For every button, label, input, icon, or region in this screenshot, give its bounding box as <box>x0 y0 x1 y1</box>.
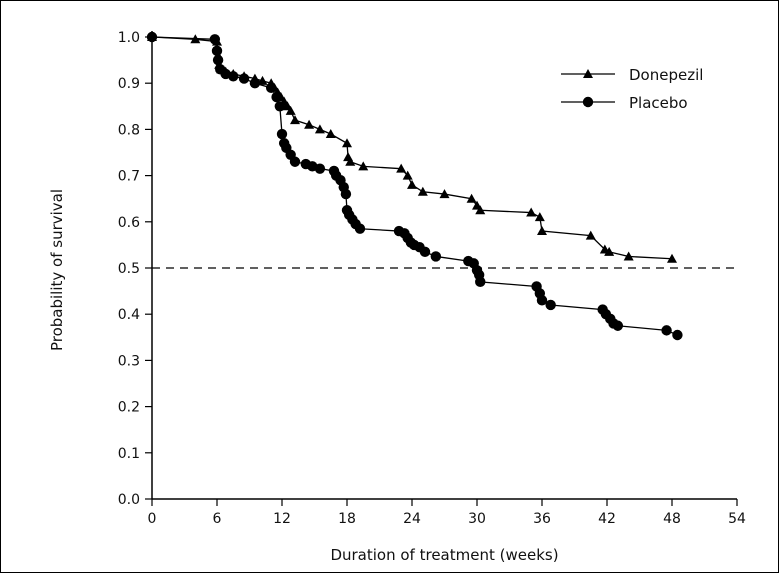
y-tick-label-4: 0.4 <box>118 307 140 323</box>
placebo-point-6 <box>228 71 239 82</box>
donepezil-point-33 <box>475 205 486 215</box>
donepezil-point-39 <box>604 246 615 256</box>
series-placebo <box>146 31 683 341</box>
legend: Donepezil Placebo <box>561 66 703 112</box>
donepezil-point-19 <box>304 119 315 129</box>
y-tick-label-2: 0.2 <box>118 400 140 416</box>
placebo-point-46 <box>545 299 556 311</box>
y-tick-label-3: 0.3 <box>118 353 140 369</box>
placebo-point-1 <box>209 34 221 45</box>
donepezil-point-37 <box>585 230 596 240</box>
placebo-point-0 <box>146 31 158 43</box>
x-tick-label-4: 24 <box>403 511 421 527</box>
y-tick-label-9: 0.9 <box>118 76 140 92</box>
donepezil-point-26 <box>396 163 407 173</box>
donepezil-point-25 <box>358 161 369 171</box>
x-tick-label-3: 18 <box>338 511 356 527</box>
legend-marker-placebo <box>582 96 594 108</box>
placebo-point-37 <box>430 251 442 262</box>
donepezil-point-35 <box>534 212 545 222</box>
y-tick-label-10: 1.0 <box>118 30 140 46</box>
donepezil-point-29 <box>417 186 428 196</box>
donepezil-point-20 <box>314 124 325 134</box>
donepezil-point-21 <box>325 129 336 139</box>
x-tick-label-5: 30 <box>468 511 486 527</box>
donepezil-point-17 <box>285 105 296 115</box>
placebo-point-2 <box>211 45 223 57</box>
x-axis-label: Duration of treatment (weeks) <box>330 546 558 564</box>
placebo-point-45 <box>536 295 548 306</box>
y-tick-label-0: 0.0 <box>118 492 140 508</box>
x-tick-label-6: 36 <box>533 511 551 527</box>
donepezil-point-18 <box>290 115 300 125</box>
placebo-point-3 <box>212 54 224 66</box>
placebo-point-12 <box>276 128 288 140</box>
placebo-point-11 <box>274 101 286 112</box>
x-tick-label-7: 42 <box>598 511 616 527</box>
placebo-point-51 <box>612 320 624 331</box>
donepezil-point-24 <box>345 156 356 166</box>
y-tick-label-6: 0.6 <box>118 215 140 231</box>
donepezil-point-27 <box>402 170 413 180</box>
placebo-point-29 <box>354 223 366 234</box>
placebo-point-7 <box>238 73 250 84</box>
placebo-point-53 <box>672 329 683 341</box>
y-axis-label: Probability of survival <box>48 189 66 351</box>
donepezil-point-28 <box>407 179 417 189</box>
y-tick-label-7: 0.7 <box>118 169 140 185</box>
donepezil-point-30 <box>439 189 450 199</box>
placebo-point-8 <box>249 78 261 89</box>
donepezil-point-31 <box>466 193 477 203</box>
y-tick-label-5: 0.5 <box>118 261 140 277</box>
series-group <box>146 31 683 341</box>
donepezil-point-41 <box>667 253 677 263</box>
legend-label-placebo: Placebo <box>629 94 688 112</box>
legend-marker-donepezil <box>583 69 593 78</box>
y-tick-label-8: 0.8 <box>118 122 140 138</box>
x-tick-label-2: 12 <box>273 511 291 527</box>
placebo-point-9 <box>265 82 277 94</box>
axes: 0 6 12 18 24 30 36 42 48 54 0.0 0.1 0.2 0.3 0.4 0.5 0.6 0… <box>118 30 746 527</box>
placebo-point-42 <box>475 276 486 288</box>
placebo-point-52 <box>661 325 672 336</box>
x-tick-label-1: 6 <box>213 511 222 527</box>
placebo-point-16 <box>289 156 301 167</box>
series-line-donepezil <box>151 36 673 260</box>
placebo-point-24 <box>340 188 352 200</box>
placebo-point-36 <box>419 246 431 258</box>
donepezil-point-36 <box>537 226 547 236</box>
donepezil-point-34 <box>526 207 537 217</box>
series-donepezil <box>147 32 677 263</box>
x-tick-label-0: 0 <box>148 511 157 527</box>
legend-label-donepezil: Donepezil <box>629 66 703 84</box>
placebo-point-10 <box>271 91 282 103</box>
donepezil-point-40 <box>623 251 634 261</box>
y-tick-label-1: 0.1 <box>118 446 140 462</box>
donepezil-point-22 <box>342 138 352 148</box>
placebo-point-19 <box>314 163 326 174</box>
x-tick-label-9: 54 <box>728 511 746 527</box>
x-tick-label-8: 48 <box>663 511 681 527</box>
